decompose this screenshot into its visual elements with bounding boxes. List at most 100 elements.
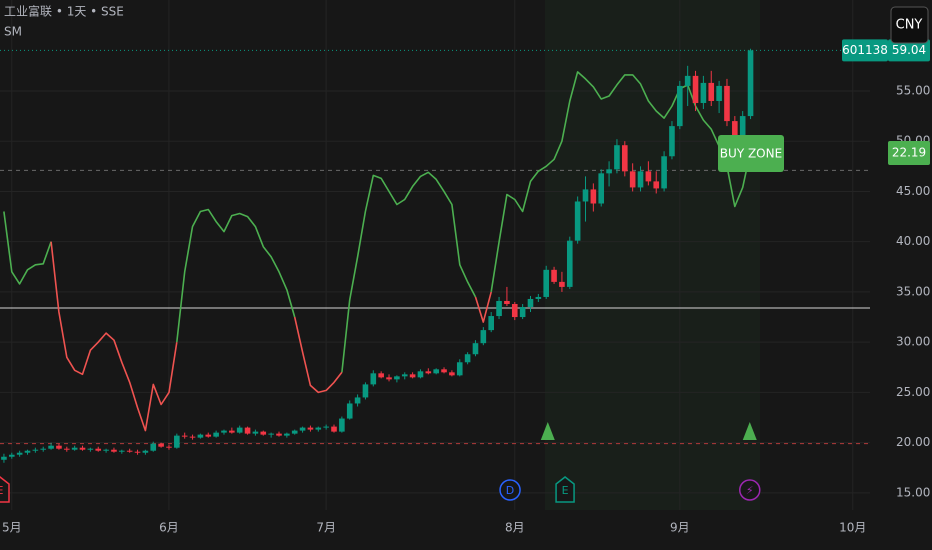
y-tick-label: 20.00 [896,435,930,449]
x-tick-label: 8月 [505,521,525,535]
candle-body [252,431,259,434]
candle-body [677,85,683,127]
candle-body [700,82,707,104]
indicator-value: 22.19 [892,146,926,160]
candle-body [126,450,133,452]
x-tick-label: 9月 [670,521,690,535]
candle-body [40,448,47,450]
x-tick-label: 6月 [159,521,179,535]
symbol-label-box [842,39,888,62]
event-label: E [562,484,569,497]
candle-body [543,269,550,297]
candle-body [645,171,652,182]
candle-body [590,189,597,204]
candle-body [488,316,494,331]
candle-body [661,156,667,189]
event-marker [499,479,521,501]
candle-body [8,454,15,457]
candle-body [103,449,109,451]
candle-body [189,436,196,438]
candle-body [504,300,510,304]
indicator-name: SM [4,25,22,39]
zone-label-box [718,135,784,172]
candle-body [480,330,487,344]
candle-body [409,374,416,378]
candle-body [119,450,125,452]
currency[interactable]: CNY [896,18,923,33]
indicator-value-box [888,141,930,165]
candle-body [299,427,306,431]
candle-body [708,82,715,101]
x-tick-label: 7月 [316,521,336,535]
y-tick-label: 55.00 [896,83,930,97]
candle-body [307,427,314,430]
candle-body [346,403,353,419]
indicator-line [3,71,752,373]
candle-body [511,303,518,318]
candle-body [386,377,392,380]
candle-body [716,85,722,101]
candle-body [606,169,612,174]
candle-body [362,384,369,398]
candle-body [378,373,384,378]
candle-body [692,75,699,104]
candle-body [527,298,534,308]
candle-body [1,456,7,460]
candle-body [433,369,439,374]
candle-body [739,116,746,146]
candle-body [598,173,605,204]
y-tick-label: 25.00 [896,385,930,399]
y-tick-label: 35.00 [896,284,930,298]
candle-body [519,307,526,318]
candle-body [472,343,479,355]
event-marker [555,476,575,503]
candle-body [582,189,589,202]
symbol-label: 601138 [842,43,888,57]
candle-body [221,430,227,433]
candle-body [535,296,542,299]
candle-body [315,427,322,430]
candle-body [87,448,94,450]
candle-body [559,281,565,287]
candle-body [71,447,78,450]
event-marker [739,479,761,501]
buy-signal [742,422,757,440]
candle-body [291,430,298,434]
candle-body [32,449,39,451]
candle-body [732,121,738,146]
candle-body [566,240,573,287]
candle-body [229,430,235,433]
candle-body [158,443,164,447]
candle-body [394,376,400,380]
candle-body [64,448,70,450]
candle-body [276,433,282,436]
candle-body [456,362,463,376]
x-tick-label: 10月 [839,521,866,535]
candle-body [323,426,329,428]
candle-body [401,374,408,377]
candle-body [669,126,675,157]
candle-body [621,145,628,172]
currency-button[interactable] [890,6,929,44]
event-label: E [0,484,4,497]
candle-body [354,397,361,404]
candle-body [268,433,274,435]
event-marker [0,476,10,503]
candle-body [331,426,337,432]
candle-body [614,145,620,170]
zone-label: BUY ZONE [720,147,782,161]
candle-body [747,50,754,117]
candle-body [684,75,691,86]
candle-body [574,201,581,241]
candle-body [174,435,180,448]
candle-body [48,445,54,449]
indicator-line [50,241,492,432]
buy-signal [540,422,555,440]
event-label: ⚡ [746,484,754,497]
candle-body [653,181,660,189]
candle-body [449,372,455,376]
candle-body [441,369,447,373]
candle-body [284,433,290,436]
candle-body [197,434,204,438]
